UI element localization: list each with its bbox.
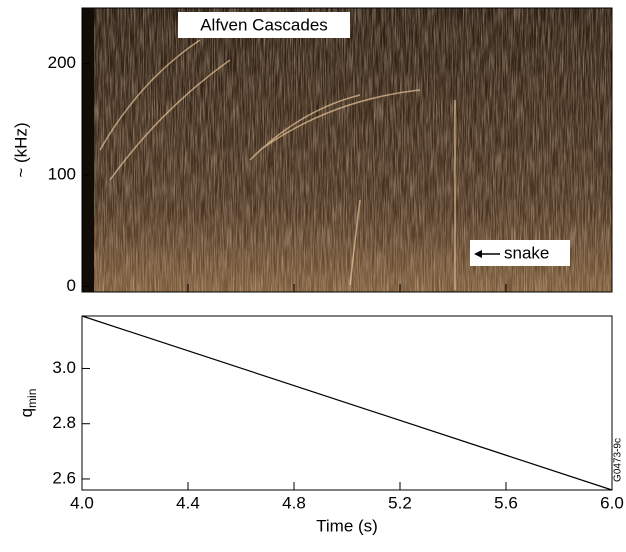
x-tick-label: 4.4: [176, 493, 200, 512]
annotation: Alfven Cascades: [200, 15, 328, 34]
annotation: snake: [504, 243, 549, 262]
annotation-box: [178, 12, 350, 38]
x-tick-label: 4.0: [70, 493, 94, 512]
plot-frame: [81, 7, 613, 293]
y-axis-label-sub: min: [25, 389, 39, 408]
y-tick-label: 3.0: [52, 358, 76, 377]
y-axis-label: ~ (kHz): [11, 122, 30, 177]
plot-frame: [81, 315, 613, 491]
x-tick-label: 4.8: [282, 493, 306, 512]
x-axis-label: Time (s): [316, 516, 378, 535]
y-tick-label: 200: [48, 53, 76, 72]
annotation-box: [470, 240, 570, 266]
y-axis-label: qmin: [17, 389, 39, 418]
figure-id: G0473-9c: [613, 438, 624, 482]
y-tick-label: 2.8: [52, 413, 76, 432]
y-tick-label: 100: [48, 165, 76, 184]
arrow-head: [474, 250, 482, 258]
x-tick-label: 6.0: [600, 493, 624, 512]
x-tick-label: 5.2: [388, 493, 412, 512]
y-tick-label: 0: [67, 276, 76, 295]
y-axis-label-main: q: [17, 408, 36, 417]
x-tick-label: 5.6: [494, 493, 518, 512]
spectrogram-image: [82, 8, 612, 292]
line: [81, 315, 613, 491]
y-tick-label: 2.6: [52, 468, 76, 487]
